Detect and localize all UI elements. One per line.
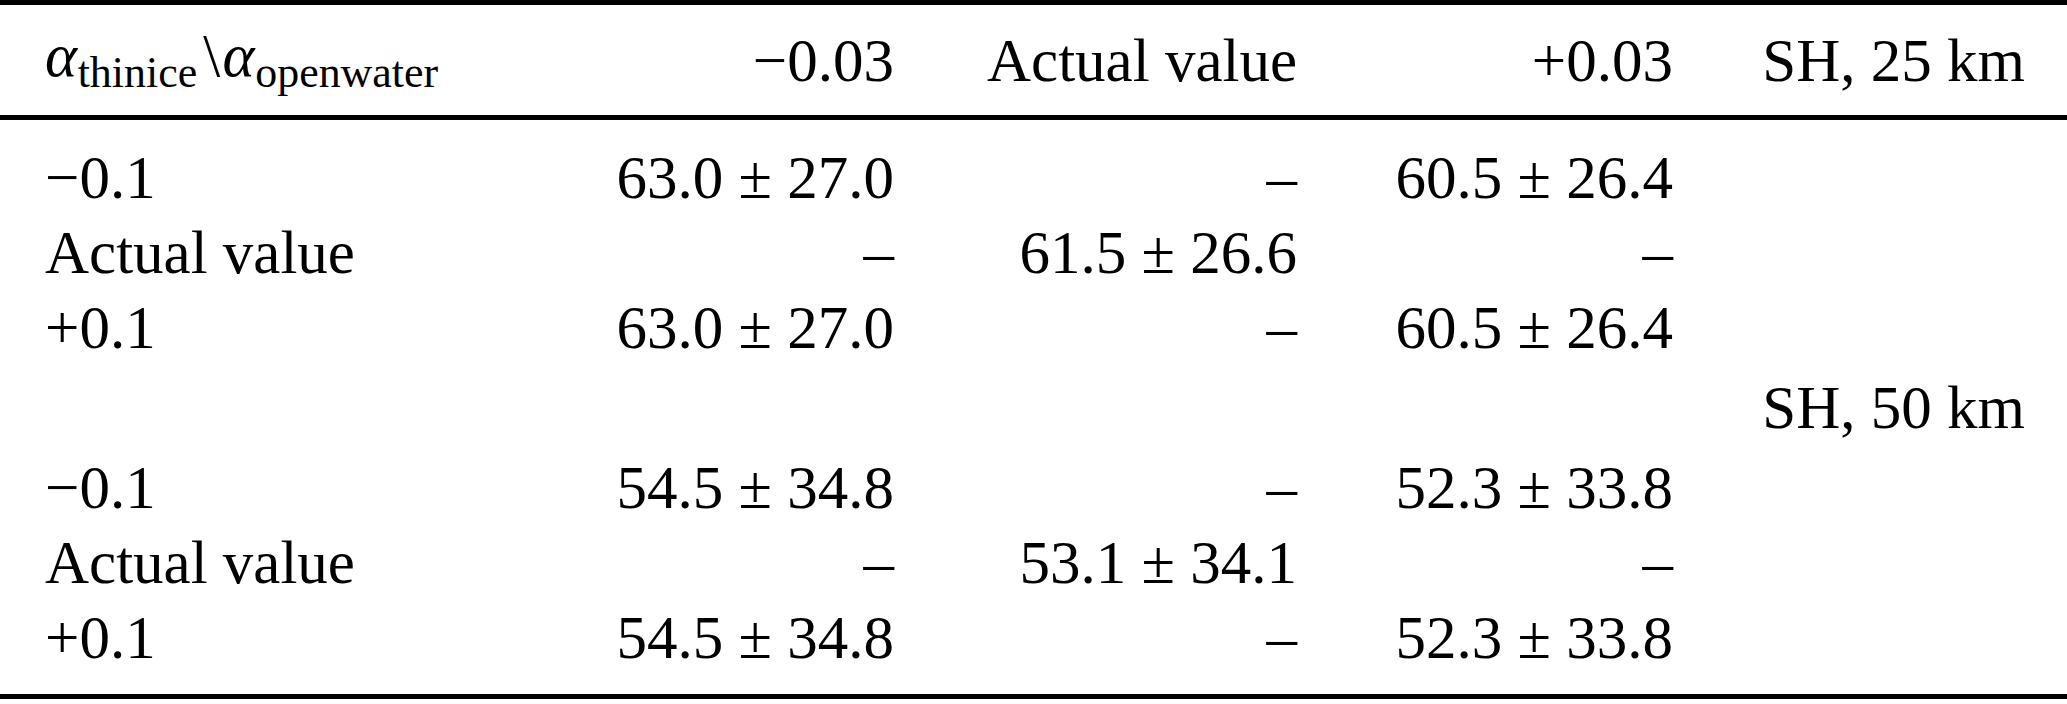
empty-cell bbox=[1673, 600, 2067, 675]
dash-cell: – bbox=[1297, 215, 1673, 290]
subscript-openwater: openwater bbox=[255, 48, 438, 97]
value-cell: 54.5 ± 34.8 bbox=[560, 450, 894, 525]
row-label-cell: +0.1 bbox=[0, 600, 560, 675]
row-label-cell: −0.1 bbox=[0, 140, 560, 215]
value-cell: 60.5 ± 26.4 bbox=[1297, 140, 1673, 215]
backslash-separator: \ bbox=[197, 22, 222, 89]
region-label-sh-50km: SH, 50 km bbox=[1673, 365, 2067, 450]
value-cell: 52.3 ± 33.8 bbox=[1297, 450, 1673, 525]
row-label-cell: +0.1 bbox=[0, 290, 560, 365]
value-cell: 63.0 ± 27.0 bbox=[560, 290, 894, 365]
dash-cell: – bbox=[560, 525, 894, 600]
spacer-row bbox=[0, 675, 2067, 697]
section-label-row: SH, 50 km bbox=[0, 365, 2067, 450]
alpha-thinice-symbol: α bbox=[45, 22, 78, 89]
paper-table-page: αthinice\αopenwater −0.03 Actual value +… bbox=[0, 0, 2067, 704]
row-label-cell: −0.1 bbox=[0, 450, 560, 525]
value-cell: 60.5 ± 26.4 bbox=[1297, 290, 1673, 365]
column-header-minus: −0.03 bbox=[560, 3, 894, 118]
dash-cell: – bbox=[894, 140, 1297, 215]
region-label-sh-25km: SH, 25 km bbox=[1673, 3, 2067, 118]
value-cell: 52.3 ± 33.8 bbox=[1297, 600, 1673, 675]
row-label-header: αthinice\αopenwater bbox=[0, 3, 560, 118]
dash-cell: – bbox=[894, 450, 1297, 525]
row-label-cell: Actual value bbox=[0, 525, 560, 600]
empty-cell bbox=[894, 365, 1297, 450]
value-cell: 53.1 ± 34.1 bbox=[894, 525, 1297, 600]
table-header-row: αthinice\αopenwater −0.03 Actual value +… bbox=[0, 3, 2067, 118]
dash-cell: – bbox=[894, 290, 1297, 365]
empty-cell bbox=[1297, 365, 1673, 450]
dash-cell: – bbox=[1297, 525, 1673, 600]
albedo-sensitivity-table: αthinice\αopenwater −0.03 Actual value +… bbox=[0, 0, 2067, 699]
dash-cell: – bbox=[560, 215, 894, 290]
row-label-cell: Actual value bbox=[0, 215, 560, 290]
table-row: Actual value – 61.5 ± 26.6 – bbox=[0, 215, 2067, 290]
empty-cell bbox=[560, 365, 894, 450]
empty-cell bbox=[1673, 140, 2067, 215]
table-row: −0.1 54.5 ± 34.8 – 52.3 ± 33.8 bbox=[0, 450, 2067, 525]
value-cell: 54.5 ± 34.8 bbox=[560, 600, 894, 675]
column-header-actual: Actual value bbox=[894, 3, 1297, 118]
empty-cell bbox=[1673, 450, 2067, 525]
dash-cell: – bbox=[894, 600, 1297, 675]
empty-cell bbox=[1673, 525, 2067, 600]
value-cell: 63.0 ± 27.0 bbox=[560, 140, 894, 215]
value-cell: 61.5 ± 26.6 bbox=[894, 215, 1297, 290]
empty-cell bbox=[1673, 215, 2067, 290]
alpha-openwater-symbol: α bbox=[223, 22, 256, 89]
table-row: −0.1 63.0 ± 27.0 – 60.5 ± 26.4 bbox=[0, 140, 2067, 215]
empty-cell bbox=[1673, 290, 2067, 365]
table-row: Actual value – 53.1 ± 34.1 – bbox=[0, 525, 2067, 600]
column-header-plus: +0.03 bbox=[1297, 3, 1673, 118]
table-row: +0.1 63.0 ± 27.0 – 60.5 ± 26.4 bbox=[0, 290, 2067, 365]
alpha-ratio-label: αthinice\αopenwater bbox=[45, 22, 438, 89]
subscript-thinice: thinice bbox=[78, 48, 197, 97]
spacer-row bbox=[0, 118, 2067, 141]
table-row: +0.1 54.5 ± 34.8 – 52.3 ± 33.8 bbox=[0, 600, 2067, 675]
empty-cell bbox=[0, 365, 560, 450]
